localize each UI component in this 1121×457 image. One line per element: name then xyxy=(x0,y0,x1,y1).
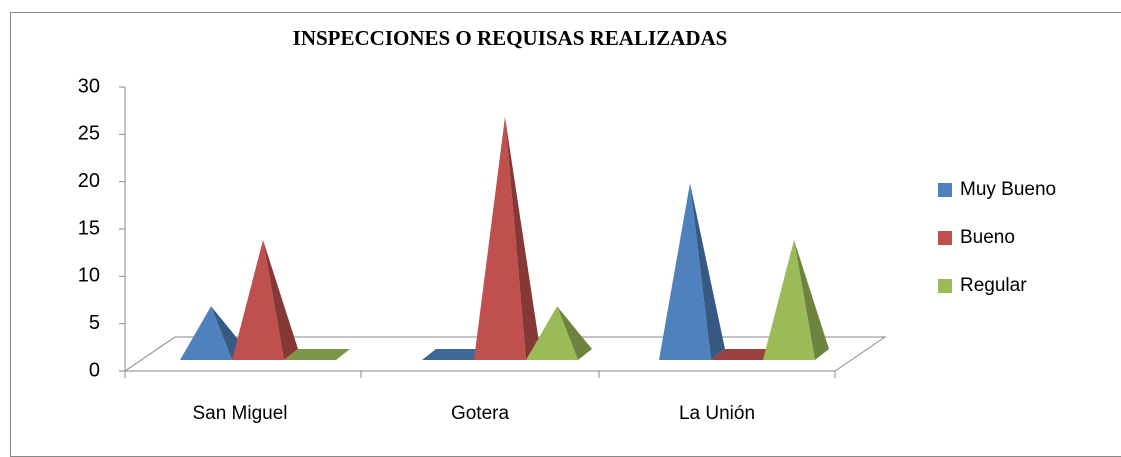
pyramid-side xyxy=(794,240,829,360)
pyramid-side xyxy=(690,183,725,360)
legend-swatch xyxy=(938,183,952,197)
pyramid-front xyxy=(526,306,578,360)
pyramid-front xyxy=(474,116,526,360)
pyramid xyxy=(711,349,777,360)
pyramid xyxy=(284,349,350,360)
pyramid-slab xyxy=(711,349,777,360)
legend-label: Muy Bueno xyxy=(960,179,1056,200)
pyramid xyxy=(763,240,829,360)
floor xyxy=(123,336,887,372)
pyramid-front xyxy=(180,306,232,360)
pyramid-front xyxy=(659,183,711,360)
x-tick-label: La Unión xyxy=(679,403,755,424)
pyramid-slab xyxy=(422,349,488,360)
pyramid xyxy=(659,183,725,360)
pyramid-slab xyxy=(284,349,350,360)
y-tick-label: 25 xyxy=(78,123,100,145)
pyramid xyxy=(526,306,592,360)
chart-frame xyxy=(10,12,1121,457)
legend-label: Bueno xyxy=(960,227,1015,248)
pyramid xyxy=(422,349,488,360)
y-tick-label: 15 xyxy=(78,217,100,239)
legend-label: Regular xyxy=(960,275,1027,296)
x-tick-label: Gotera xyxy=(451,403,510,424)
y-tick-label: 5 xyxy=(89,312,100,334)
pyramid xyxy=(474,116,540,360)
pyramid-side xyxy=(557,306,592,360)
legend-swatch xyxy=(938,231,952,245)
y-tick-label: 0 xyxy=(89,359,100,381)
chart-title: INSPECCIONES O REQUISAS REALIZADAS xyxy=(293,26,728,50)
pyramid-side xyxy=(505,116,540,360)
legend-swatch xyxy=(938,279,952,293)
pyramid-front xyxy=(232,240,284,360)
y-tick-label: 20 xyxy=(78,170,100,192)
y-tick-label: 30 xyxy=(78,75,100,97)
pyramid-front xyxy=(763,240,815,360)
pyramid xyxy=(232,240,298,360)
pyramid-side xyxy=(263,240,298,360)
y-tick-label: 10 xyxy=(78,265,100,287)
x-tick-label: San Miguel xyxy=(192,403,287,424)
